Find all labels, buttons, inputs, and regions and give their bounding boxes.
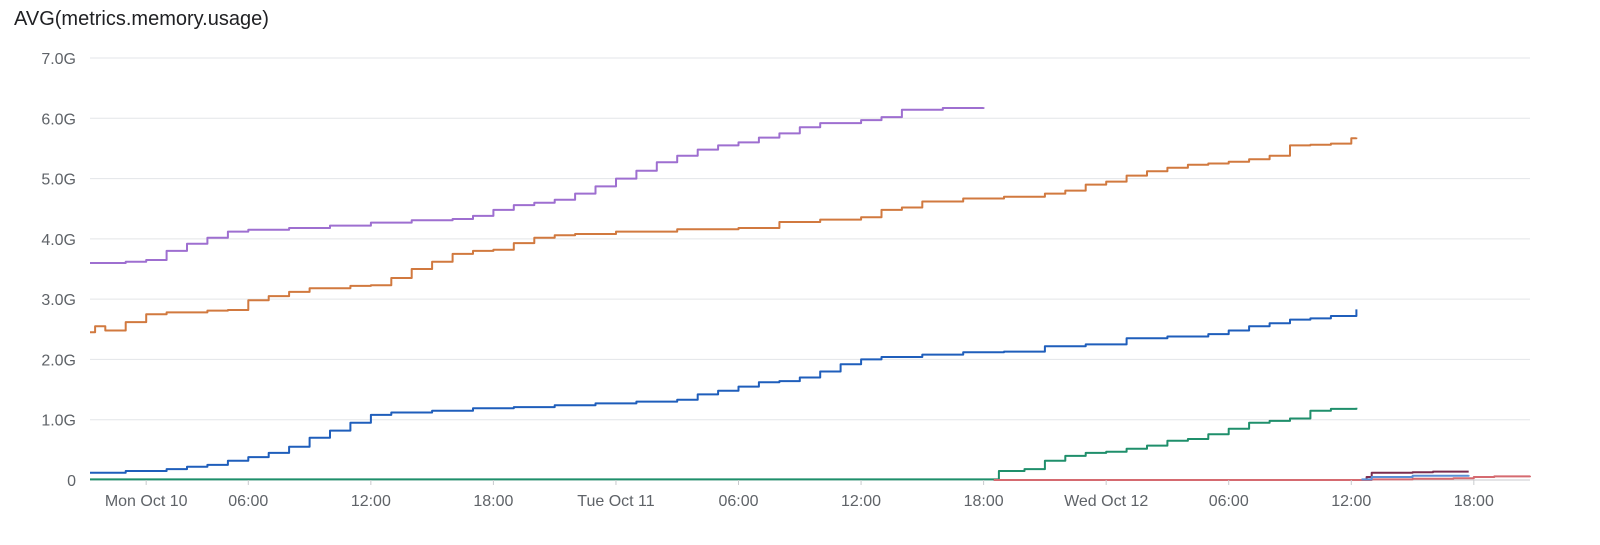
series-line-2 (90, 137, 1358, 334)
grid (90, 57, 1530, 481)
x-tick-label: Mon Oct 10 (105, 493, 188, 510)
y-tick-label: 0 (67, 473, 76, 490)
series-group (90, 107, 1531, 481)
series-line-7 (1361, 474, 1470, 481)
x-tick-label: 06:00 (1209, 493, 1249, 510)
x-tick-label: 06:00 (228, 493, 268, 510)
x-tick-label: Tue Oct 11 (577, 493, 654, 510)
x-tick-label: 12:00 (351, 493, 391, 510)
y-tick-label: 5.0G (41, 172, 76, 189)
x-tick-label: 12:00 (1331, 493, 1371, 510)
y-tick-label: 1.0G (41, 413, 76, 430)
series-line-1 (90, 107, 985, 264)
y-tick-label: 7.0G (41, 51, 76, 68)
x-axis: Mon Oct 10 06:00 12:00 18:00 Tue Oct 11 06:00… (105, 480, 1494, 510)
y-tick-label: 4.0G (41, 232, 76, 249)
y-tick-label: 2.0G (41, 352, 76, 369)
x-tick-label: 06:00 (718, 493, 758, 510)
y-tick-label: 6.0G (41, 111, 76, 128)
x-tick-label: Wed Oct 12 (1064, 493, 1148, 510)
chart-title: AVG(metrics.memory.usage) (14, 8, 269, 30)
x-tick-label: 18:00 (473, 493, 513, 510)
series-line-4 (90, 407, 1358, 481)
y-axis: 0 1.0G 2.0G 3.0G 4.0G 5.0G 6.0G 7.0G (41, 51, 76, 490)
y-tick-label: 3.0G (41, 292, 76, 309)
x-tick-label: 18:00 (964, 493, 1004, 510)
series-line-3 (90, 309, 1358, 474)
x-tick-label: 12:00 (841, 493, 881, 510)
x-tick-label: 18:00 (1454, 493, 1494, 510)
